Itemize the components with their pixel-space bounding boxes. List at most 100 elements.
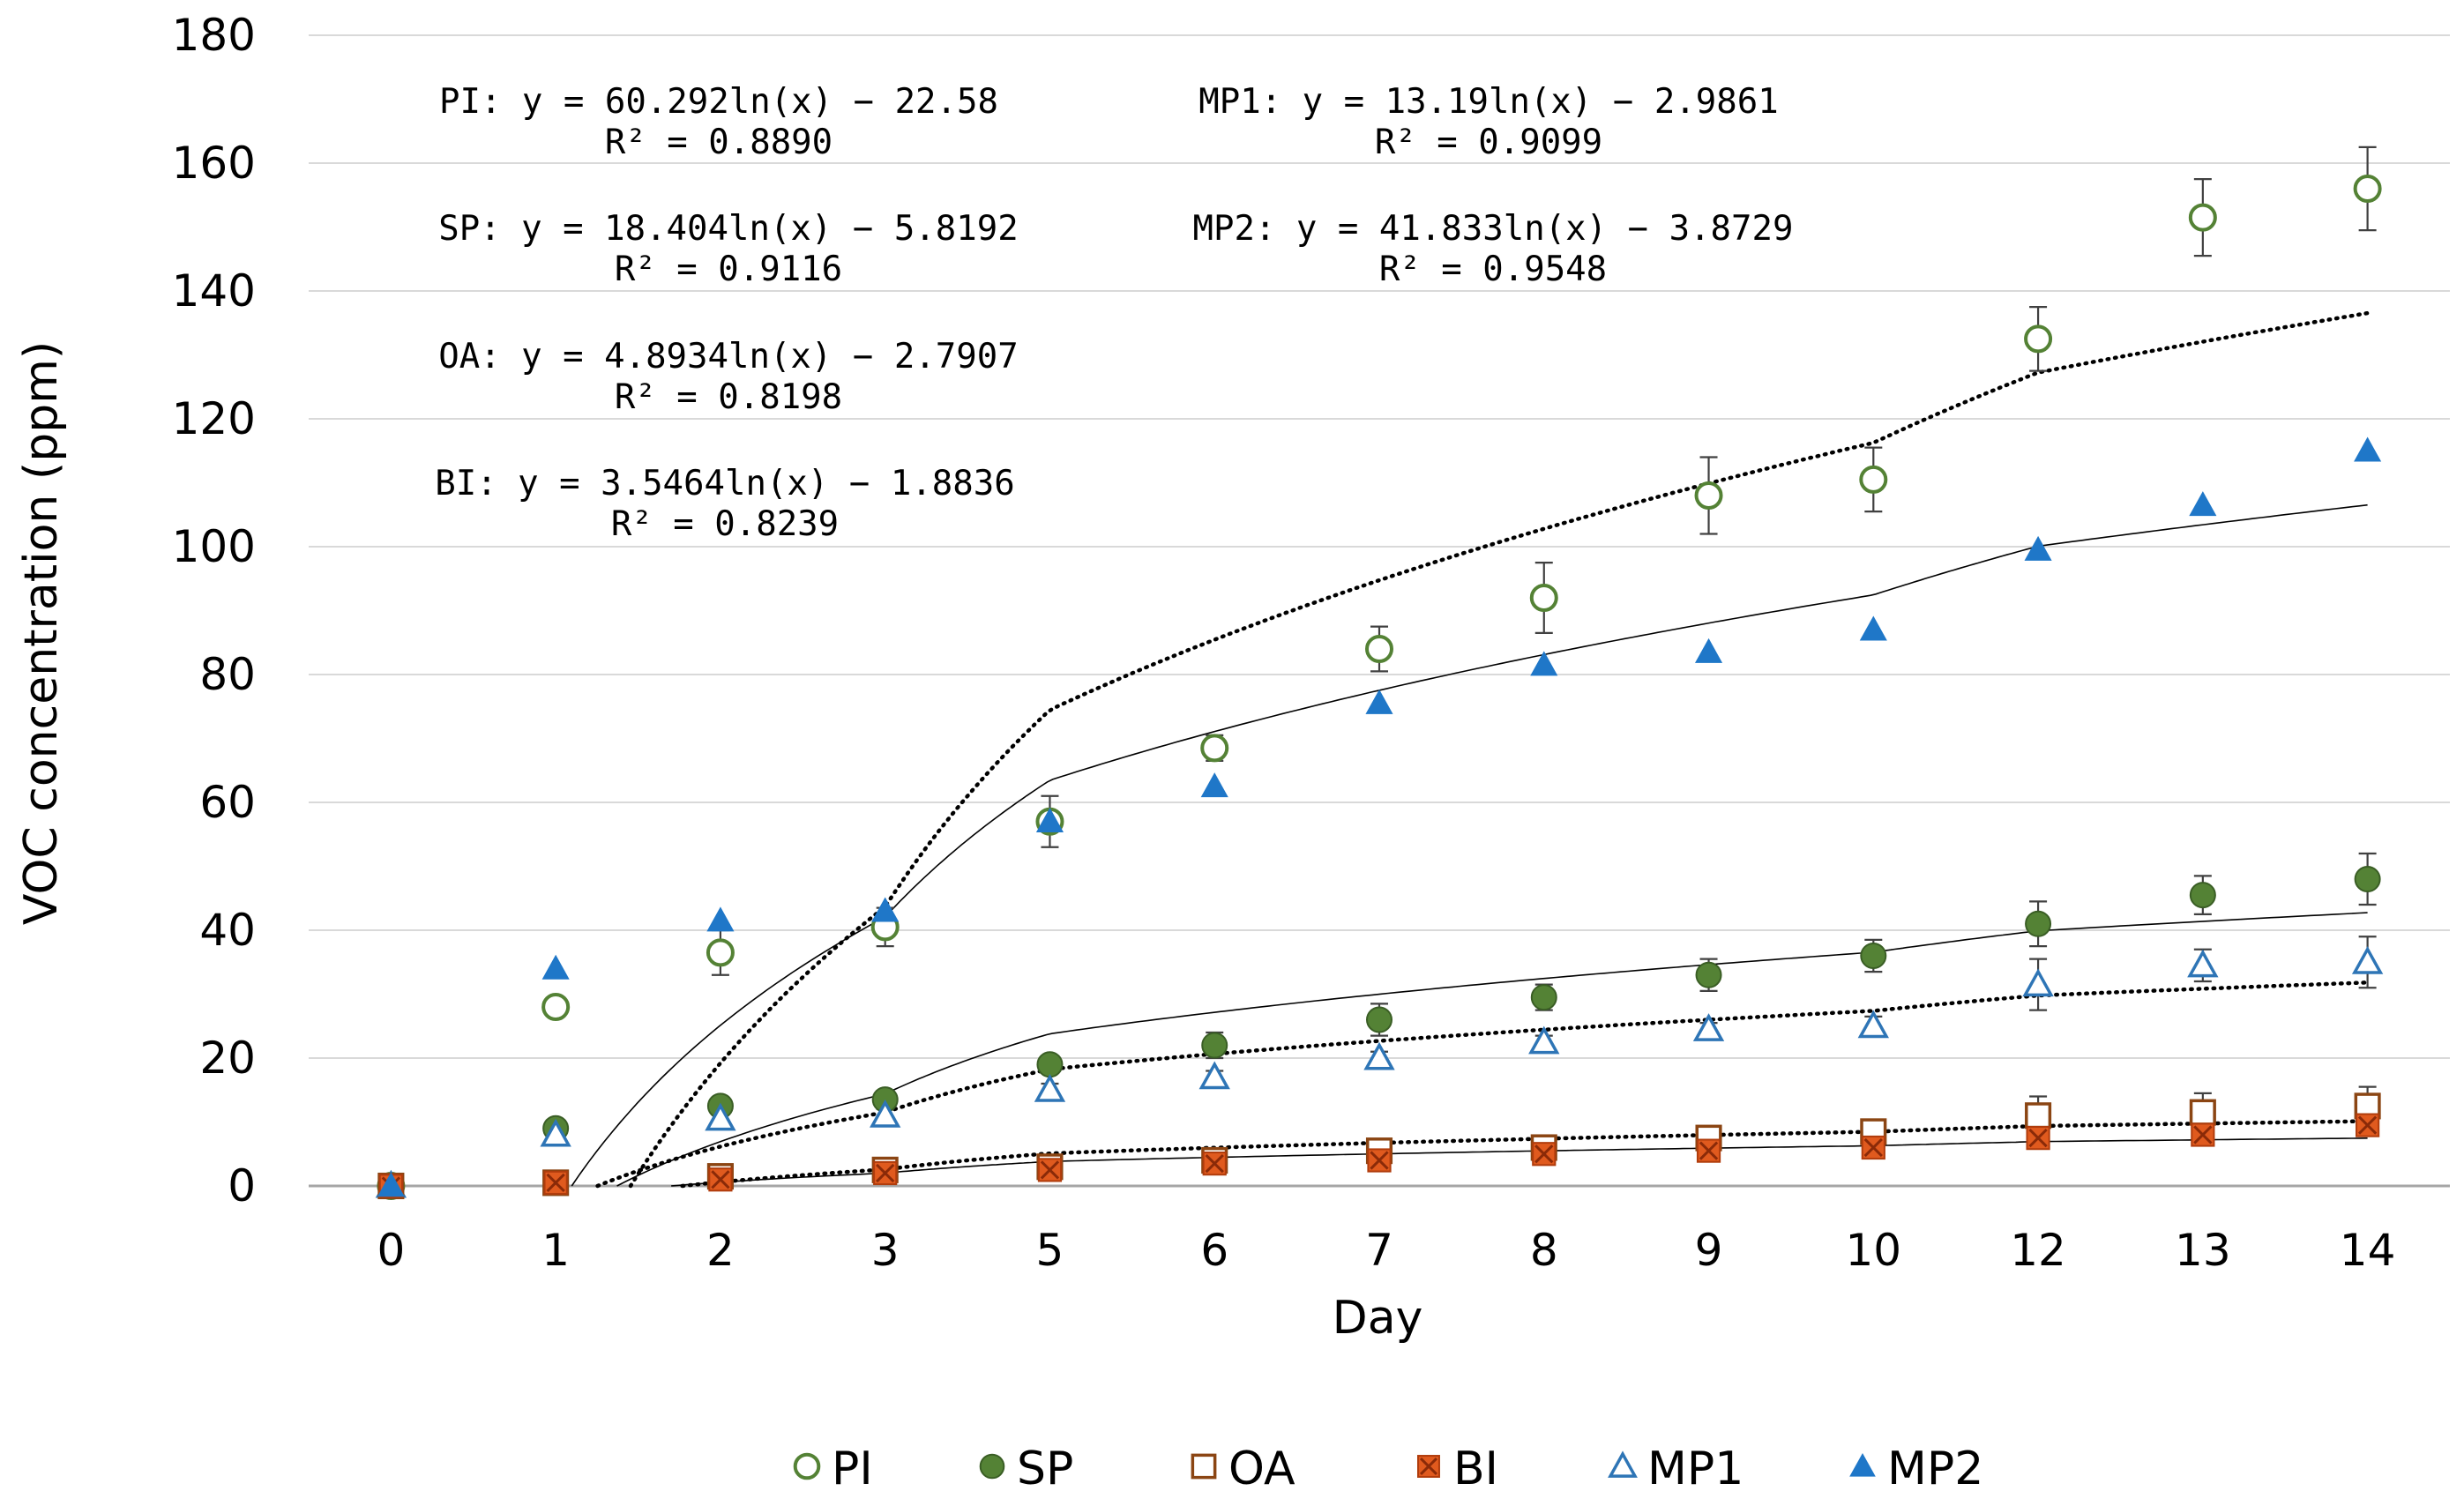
data-point-mp1	[1528, 1025, 1560, 1055]
trendline-sp	[616, 912, 2368, 1187]
legend: PI SP OA BI MP1 MP2	[793, 1443, 1983, 1495]
legend-label-oa: OA	[1228, 1443, 1295, 1495]
data-point-bi	[1367, 1148, 1392, 1173]
data-point-bi-cross	[711, 1170, 730, 1189]
y-tick-label: 0	[228, 1160, 256, 1212]
data-point-bi-cross	[546, 1173, 565, 1193]
legend-label-mp2: MP2	[1887, 1443, 1983, 1495]
data-point-bi-cross	[1863, 1137, 1883, 1158]
r-squared-line: R² = 0.9099	[1375, 123, 1602, 162]
equation-line: MP1: y = 13.19ln(x) − 2.9861	[1198, 82, 1778, 122]
data-point-bi-cross	[2193, 1125, 2213, 1144]
data-point-mp2	[706, 906, 735, 932]
data-point-sp	[1201, 1032, 1228, 1059]
x-tick-label: 9	[1695, 1225, 1723, 1276]
x-tick-label: 14	[2340, 1225, 2396, 1276]
x-tick-label: 2	[706, 1225, 735, 1276]
y-tick-label: 20	[199, 1033, 256, 1084]
legend-label-pi: PI	[832, 1443, 873, 1495]
x-tick-label: 7	[1365, 1225, 1393, 1276]
x-tick-label: 12	[2010, 1225, 2066, 1276]
legend-marker-oa	[1191, 1453, 1217, 1480]
data-point-pi	[1694, 481, 1723, 510]
data-point-bi-cross	[1205, 1153, 1224, 1174]
data-point-sp	[2354, 866, 2381, 892]
data-point-pi	[1859, 465, 1888, 494]
data-point-pi	[2353, 175, 2382, 203]
data-point-mp2	[1365, 689, 1393, 714]
data-point-mp1	[1857, 1010, 1889, 1039]
y-axis-title: VOC concentration (ppm)	[15, 341, 68, 925]
x-tick-label: 0	[377, 1225, 405, 1276]
data-point-pi	[541, 993, 571, 1021]
y-tick-label: 120	[172, 393, 256, 444]
data-point-bi-cross	[1040, 1160, 1060, 1180]
data-point-sp	[1366, 1006, 1393, 1033]
data-point-mp2	[1530, 651, 1558, 676]
x-tick-label: 1	[541, 1225, 570, 1276]
r-squared-line: R² = 0.8198	[615, 377, 842, 417]
trendline-pi	[628, 310, 2370, 1189]
data-point-oa	[2189, 1099, 2216, 1126]
legend-marker-pi	[793, 1452, 821, 1480]
data-point-mp2	[377, 1172, 405, 1197]
r-squared-line: R² = 0.8239	[611, 504, 839, 544]
gridlines	[309, 34, 2450, 1059]
legend-label-mp1: MP1	[1647, 1443, 1743, 1495]
data-point-mp2	[1694, 637, 1723, 663]
data-point-bi	[1202, 1152, 1227, 1176]
data-point-mp1	[1692, 1013, 1725, 1041]
r-squared-line: R² = 0.9116	[615, 250, 842, 289]
data-point-bi	[2356, 1113, 2380, 1137]
data-point-sp	[1695, 961, 1722, 988]
x-tick-label: 13	[2175, 1225, 2231, 1276]
legend-label-sp: SP	[1017, 1443, 1073, 1495]
legend-marker-sp	[979, 1453, 1005, 1480]
y-tick-label: 140	[172, 265, 256, 317]
data-point-mp2	[2354, 436, 2382, 462]
data-point-pi	[2188, 203, 2217, 232]
data-point-pi	[706, 938, 735, 967]
equation-line: MP2: y = 41.833ln(x) − 3.8729	[1193, 209, 1794, 249]
data-point-mp2	[2189, 491, 2217, 517]
data-point-pi	[1200, 734, 1229, 763]
data-point-sp	[2025, 910, 2052, 937]
data-point-mp1	[1034, 1073, 1066, 1102]
data-point-pi	[2024, 324, 2053, 354]
data-point-bi	[873, 1160, 898, 1186]
data-point-mp2	[2024, 535, 2052, 561]
data-point-mp1	[1198, 1061, 1230, 1090]
x-tick-label: 3	[871, 1225, 900, 1276]
data-point-mp2	[1200, 772, 1228, 798]
x-tick-label: 5	[1036, 1225, 1064, 1276]
data-point-bi-cross	[2028, 1128, 2048, 1148]
equation-line: BI: y = 3.5464ln(x) − 1.8836	[435, 464, 1014, 503]
equation-line: OA: y = 4.8934ln(x) − 2.7907	[438, 337, 1018, 376]
data-point-bi-cross	[876, 1163, 895, 1183]
data-point-mp1	[2022, 968, 2054, 997]
trendline-bi	[671, 1137, 2368, 1187]
data-point-oa	[2025, 1102, 2052, 1130]
data-markers	[375, 175, 2384, 1200]
data-point-mp1	[870, 1099, 901, 1128]
equation-line: PI: y = 60.292ln(x) − 22.58	[439, 82, 998, 122]
data-point-sp	[2189, 882, 2216, 909]
y-tick-label: 100	[172, 521, 256, 572]
r-squared-line: R² = 0.9548	[1379, 250, 1607, 289]
x-tick-label: 6	[1200, 1225, 1228, 1276]
data-point-mp2	[1859, 615, 1887, 641]
data-point-bi	[1861, 1135, 1885, 1160]
data-point-mp1	[1363, 1041, 1395, 1070]
legend-marker-mp2	[1849, 1453, 1876, 1477]
trendline-oa	[680, 1119, 2370, 1189]
trendline-mp2	[571, 503, 2368, 1187]
data-point-bi	[543, 1170, 568, 1195]
data-point-bi	[2191, 1122, 2215, 1147]
data-point-bi	[1696, 1138, 1721, 1163]
data-point-bi-cross	[2357, 1115, 2378, 1135]
x-tick-label: 10	[1845, 1225, 1901, 1276]
y-tick-label: 180	[172, 10, 256, 61]
